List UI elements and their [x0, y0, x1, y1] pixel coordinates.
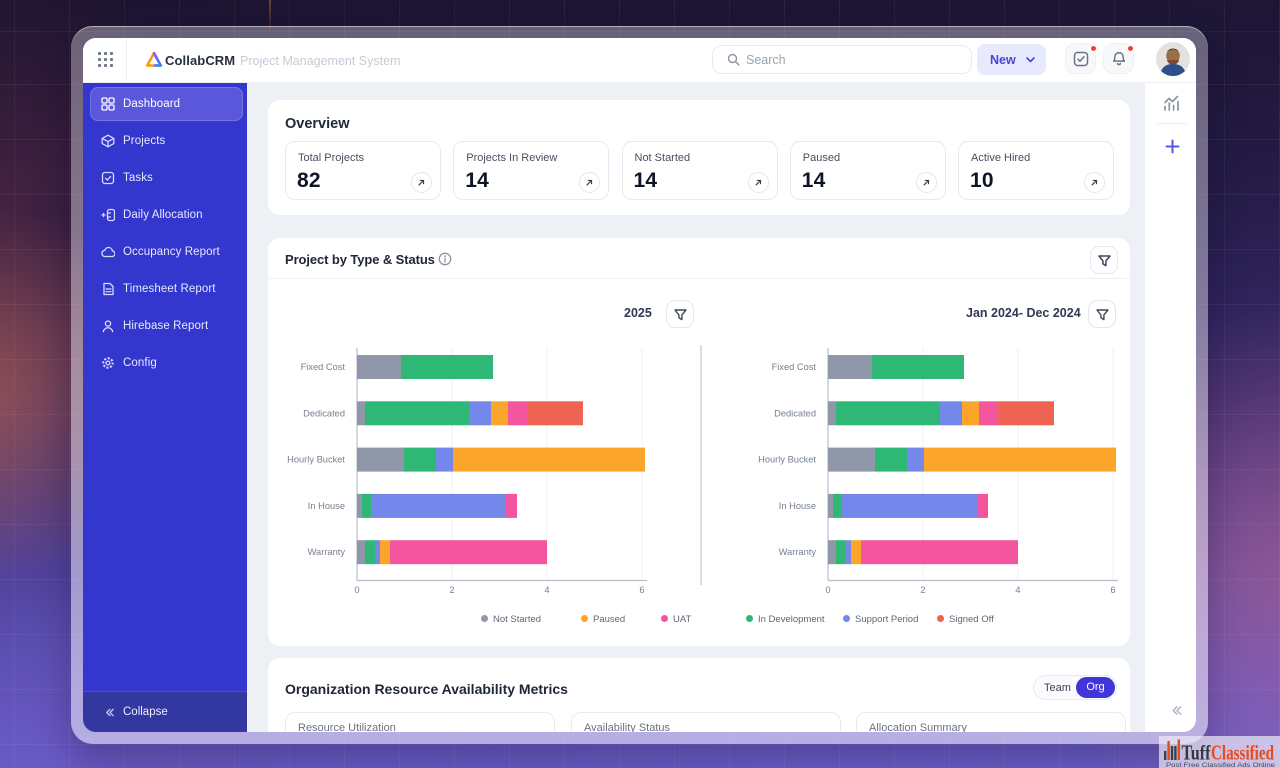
svg-text:Fixed Cost: Fixed Cost — [301, 362, 346, 372]
svg-text:Dedicated: Dedicated — [303, 408, 345, 418]
svg-text:Warranty: Warranty — [308, 547, 346, 557]
svg-text:2: 2 — [920, 585, 925, 595]
svg-text:In House: In House — [779, 501, 816, 511]
svg-text:4: 4 — [1015, 585, 1020, 595]
svg-text:Warranty: Warranty — [779, 547, 817, 557]
svg-text:Tuff: Tuff — [1182, 741, 1212, 765]
svg-text:6: 6 — [1110, 585, 1115, 595]
svg-text:0: 0 — [354, 585, 359, 595]
svg-text:4: 4 — [544, 585, 549, 595]
svg-text:Fixed Cost: Fixed Cost — [772, 362, 817, 372]
svg-text:Post Free Classified Ads Onlin: Post Free Classified Ads Online — [1166, 762, 1275, 768]
svg-text:6: 6 — [639, 585, 644, 595]
svg-text:Hourly Bucket: Hourly Bucket — [287, 455, 345, 465]
svg-text:Classified: Classified — [1211, 741, 1274, 765]
svg-text:Hourly Bucket: Hourly Bucket — [758, 455, 816, 465]
svg-text:Dedicated: Dedicated — [774, 408, 816, 418]
svg-text:2: 2 — [449, 585, 454, 595]
svg-text:0: 0 — [825, 585, 830, 595]
svg-text:In House: In House — [308, 501, 345, 511]
